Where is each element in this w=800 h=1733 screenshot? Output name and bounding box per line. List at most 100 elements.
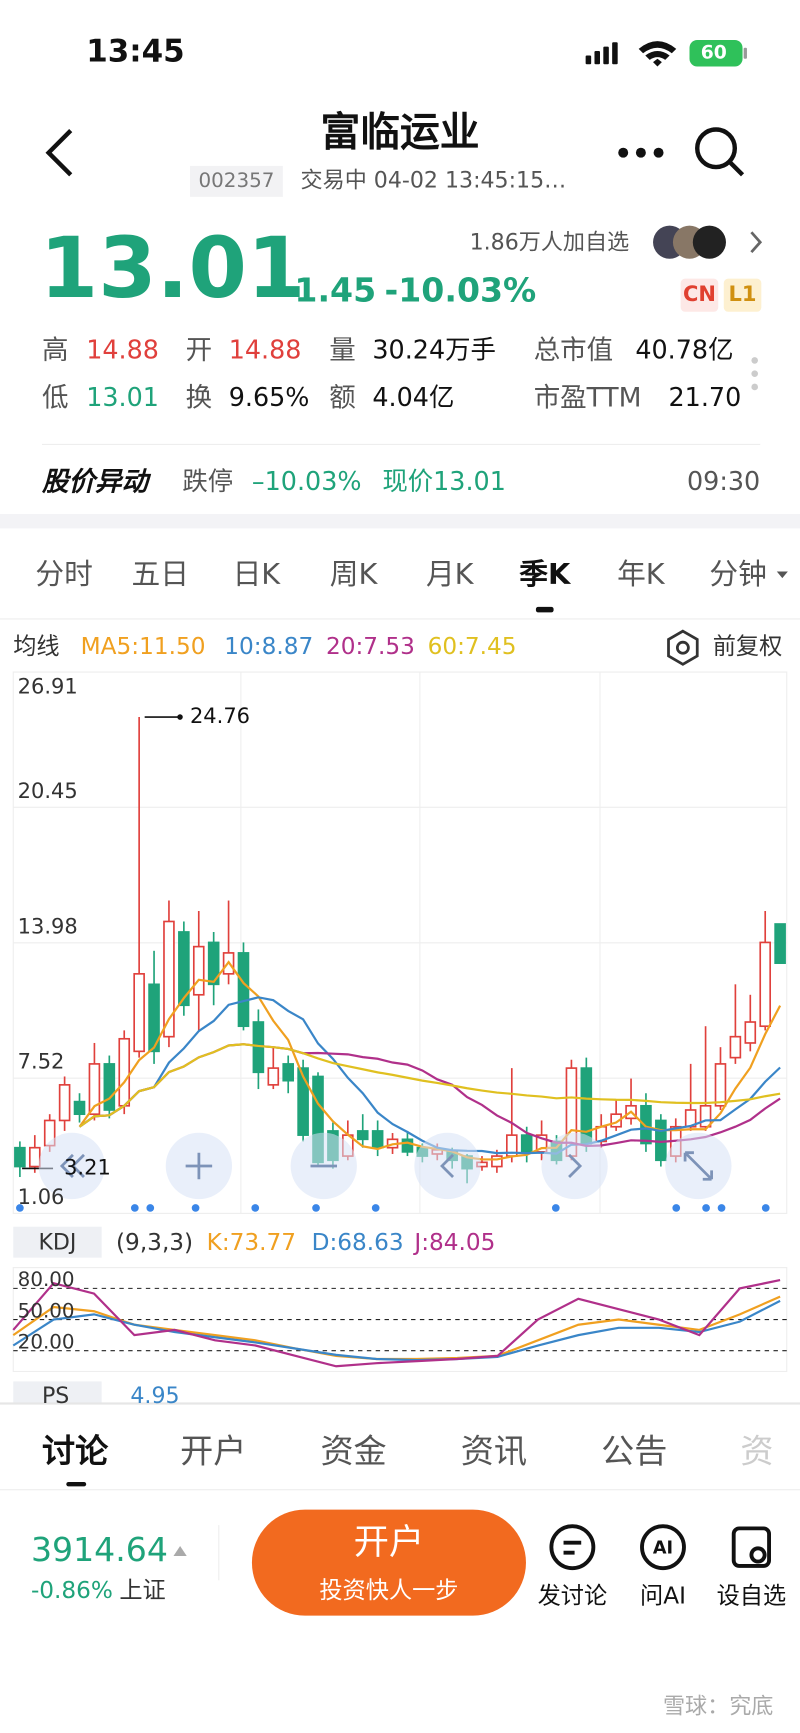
bottom-tab[interactable]: 公告 bbox=[601, 1432, 667, 1471]
candle-body bbox=[207, 941, 220, 986]
candle-body bbox=[88, 1063, 101, 1116]
y-tick-label: 20.45 bbox=[18, 779, 78, 803]
back-button[interactable] bbox=[45, 129, 73, 177]
status-time: 13:45 bbox=[86, 34, 184, 70]
period-tab[interactable]: 分时 bbox=[35, 557, 92, 591]
candle-body bbox=[14, 1146, 26, 1168]
candle-body bbox=[58, 1084, 71, 1122]
search-button[interactable] bbox=[695, 127, 745, 177]
candle-body bbox=[520, 1134, 533, 1153]
badge: L1 bbox=[729, 282, 757, 306]
index-change: -0.86% bbox=[31, 1577, 113, 1604]
candle-body bbox=[356, 1130, 369, 1141]
candle-body bbox=[267, 1067, 280, 1086]
trade-status: 交易中 04-02 13:45:15… bbox=[301, 167, 567, 193]
candle-body bbox=[640, 1104, 652, 1145]
candle-body bbox=[163, 920, 175, 1038]
badge-bg bbox=[723, 278, 762, 312]
stat-label: 市盈TTM bbox=[534, 383, 642, 414]
candle-body bbox=[237, 952, 250, 1028]
kdj-tag[interactable] bbox=[13, 1226, 102, 1258]
avatars[interactable] bbox=[653, 225, 763, 259]
ma-value: MA5:11.50 bbox=[81, 633, 206, 660]
status-icons bbox=[585, 39, 747, 67]
button-title[interactable]: 开户 bbox=[354, 1522, 425, 1563]
stat-value: 14.88 bbox=[229, 335, 302, 365]
button-subtitle[interactable]: 投资快人一步 bbox=[319, 1577, 458, 1604]
followers[interactable]: 1.86万人加自选 bbox=[470, 229, 630, 255]
y-tick-label: 26.91 bbox=[18, 674, 78, 698]
badge: CN bbox=[683, 282, 716, 306]
candle-body bbox=[28, 1146, 41, 1168]
kdj-tick-label: 20.00 bbox=[18, 1330, 75, 1353]
candle-body bbox=[491, 1155, 503, 1168]
kdj-value: K:73.77 bbox=[207, 1229, 296, 1256]
kdj-tick-label: 80.00 bbox=[18, 1268, 75, 1291]
stat-label: 总市值 bbox=[534, 335, 613, 366]
settings-icon[interactable] bbox=[667, 629, 699, 666]
stat-label: 换 bbox=[186, 383, 213, 414]
period-tab[interactable]: 五日 bbox=[132, 557, 189, 591]
tab-underline bbox=[535, 606, 554, 613]
y-tick-label: 13.98 bbox=[18, 914, 78, 938]
chart-controls[interactable] bbox=[38, 1132, 732, 1200]
kdj-name[interactable]: KDJ bbox=[38, 1229, 76, 1255]
candle-body bbox=[655, 1119, 667, 1162]
action-label[interactable]: 问AI bbox=[640, 1582, 686, 1609]
index-name: 上证 bbox=[119, 1577, 165, 1604]
stat-value: 21.70 bbox=[669, 382, 742, 412]
dropdown-arrow bbox=[776, 571, 788, 579]
bottom-tab[interactable]: 资 bbox=[740, 1432, 773, 1471]
section-gap bbox=[0, 514, 800, 529]
bottom-tab[interactable]: 资金 bbox=[320, 1432, 386, 1471]
more-button[interactable] bbox=[618, 147, 664, 158]
open-account-button[interactable] bbox=[251, 1509, 526, 1616]
period-tab[interactable]: 季K bbox=[519, 557, 572, 591]
adjust-mode[interactable]: 前复权 bbox=[713, 633, 783, 660]
kdj-line bbox=[12, 1279, 781, 1368]
high-marker-dot bbox=[177, 714, 183, 720]
stat-value: 9.65% bbox=[229, 382, 310, 412]
stat-label: 高 bbox=[42, 335, 69, 366]
last-price: 13.01 bbox=[40, 219, 306, 317]
kdj-value: J:84.05 bbox=[412, 1229, 495, 1256]
candle-body bbox=[73, 1100, 86, 1116]
candle-body bbox=[714, 1063, 727, 1107]
bottom-tab[interactable]: 资讯 bbox=[461, 1432, 527, 1471]
index-value: 3914.64 bbox=[31, 1530, 168, 1569]
ma-line bbox=[78, 1043, 781, 1128]
high-label: 24.76 bbox=[190, 704, 250, 728]
alert-title: 股价异动 bbox=[41, 467, 151, 498]
action-label[interactable]: 设自选 bbox=[717, 1582, 787, 1609]
ai-icon-glyph: AI bbox=[653, 1538, 673, 1558]
period-tab[interactable]: 年K bbox=[617, 557, 666, 591]
kdj-value: D:68.63 bbox=[312, 1229, 404, 1256]
kdj-line bbox=[12, 1299, 781, 1362]
alert-type: 跌停 bbox=[182, 466, 233, 496]
action-icons[interactable] bbox=[549, 1524, 771, 1571]
bottom-tab[interactable]: 开户 bbox=[180, 1432, 246, 1471]
y-tick-label: 7.52 bbox=[18, 1050, 65, 1074]
period-tab[interactable]: 月K bbox=[426, 557, 475, 591]
candle-body bbox=[297, 1067, 309, 1136]
alert-time: 09:30 bbox=[687, 466, 760, 496]
ps-name[interactable]: PS bbox=[42, 1383, 69, 1409]
price-change-pct: -10.03% bbox=[385, 270, 537, 309]
ma-value: 10:8.87 bbox=[224, 633, 313, 660]
period-tab[interactable]: 日K bbox=[233, 557, 282, 591]
candle-body bbox=[371, 1130, 384, 1149]
stat-value: 4.04亿 bbox=[372, 382, 454, 412]
candle-body bbox=[118, 1037, 131, 1107]
candle-body bbox=[133, 973, 145, 1053]
stat-label: 低 bbox=[42, 383, 69, 414]
candle-body bbox=[744, 1021, 757, 1044]
stat-label: 开 bbox=[186, 335, 213, 366]
stock-code: 002357 bbox=[199, 169, 275, 192]
period-tab[interactable]: 周K bbox=[330, 557, 379, 591]
period-tab[interactable]: 分钟 bbox=[709, 557, 766, 591]
stat-value: 13.01 bbox=[86, 382, 159, 412]
bottom-tab[interactable]: 讨论 bbox=[42, 1432, 109, 1471]
action-label[interactable]: 发讨论 bbox=[538, 1582, 608, 1609]
